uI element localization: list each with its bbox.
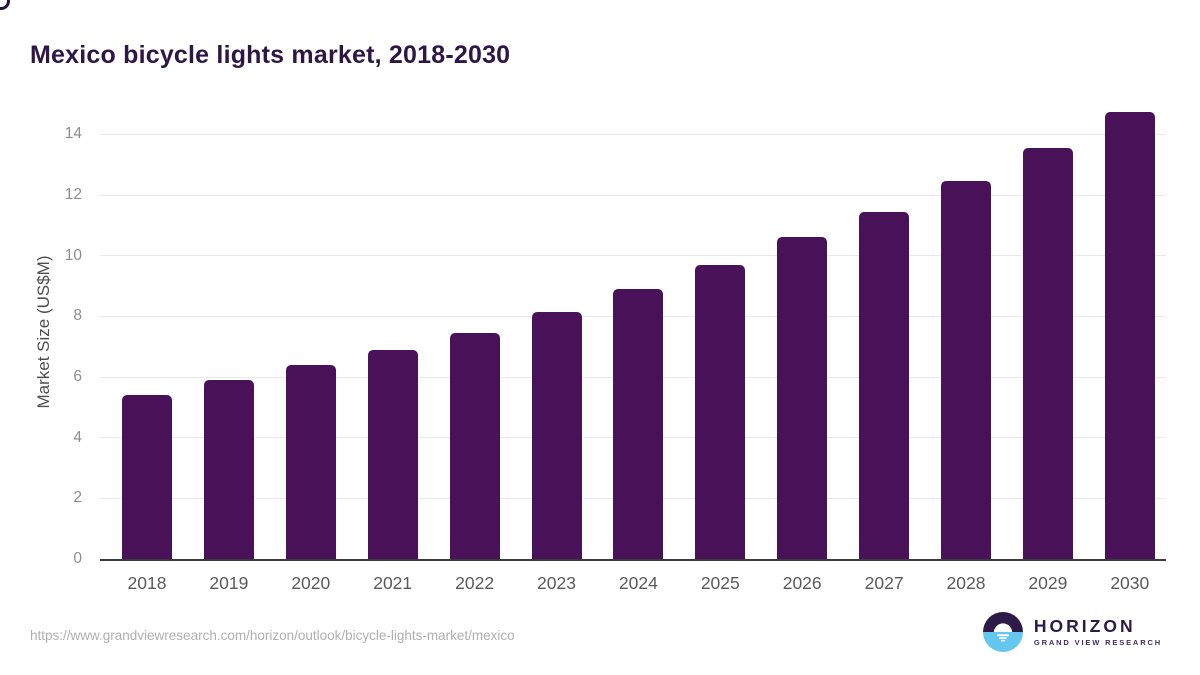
x-axis-label-2019: 2019 (209, 573, 249, 593)
bar-2026 (777, 237, 828, 559)
y-gridline-14 (100, 133, 1166, 135)
x-axis-label-2020: 2020 (291, 573, 331, 593)
logo-subtitle: GRAND VIEW RESEARCH (1033, 637, 1162, 647)
bar-2024 (613, 289, 664, 559)
x-axis-label-2023: 2023 (537, 573, 576, 593)
y-tick-label-10: 10 (64, 246, 82, 264)
bar-2021 (367, 349, 418, 559)
y-gridline-10 (100, 255, 1166, 257)
x-axis-label-2021: 2021 (373, 573, 413, 593)
bar-2019 (203, 380, 254, 559)
bar-2018 (122, 395, 172, 559)
x-axis-line (100, 559, 1166, 561)
bar-2030 (1104, 111, 1155, 559)
y-tick-label-2: 2 (73, 489, 82, 507)
y-tick-label-12: 12 (64, 186, 82, 203)
bar-2020 (285, 364, 336, 559)
logo-wordmark: HORIZON GRAND VIEW RESEARCH (1033, 616, 1162, 647)
chart-title: Mexico bicycle lights market, 2018-2030 (30, 40, 511, 69)
y-tick-label-4: 4 (73, 428, 82, 446)
bar-2022 (449, 333, 500, 559)
y-tick-label-14: 14 (64, 125, 82, 143)
bar-2023 (531, 311, 582, 559)
corner-artifact (0, 0, 10, 10)
y-tick-label-6: 6 (73, 368, 82, 385)
x-axis-label-2029: 2029 (1028, 573, 1068, 593)
bar-2028 (941, 181, 991, 559)
plot-area: 0 2 4 6 8 10 12 14 2018 2019 2020 2021 2022 2023 2024 2… (65, 104, 1166, 593)
x-axis-label-2025: 2025 (700, 573, 740, 593)
x-axis-label-2028: 2028 (946, 573, 986, 593)
bar-2025 (695, 264, 746, 559)
bar-2027 (859, 211, 910, 559)
x-axis-label-2026: 2026 (782, 573, 822, 593)
source-url: https://www.grandviewresearch.com/horizo… (30, 628, 515, 643)
horizon-logo: HORIZON GRAND VIEW RESEARCH (982, 612, 1162, 652)
x-axis-label-2027: 2027 (864, 573, 904, 593)
y-gridline-12 (100, 194, 1166, 196)
logo-name: HORIZON (1033, 616, 1136, 636)
x-axis-label-2030: 2030 (1110, 573, 1150, 593)
horizon-sun-over-water-icon (982, 612, 1023, 652)
y-tick-label-8: 8 (73, 307, 82, 325)
x-axis-label-2024: 2024 (618, 573, 658, 593)
x-axis-label-2022: 2022 (455, 573, 495, 593)
y-tick-label-0: 0 (73, 550, 82, 567)
bar-2029 (1022, 147, 1073, 559)
x-axis-label-2018: 2018 (127, 573, 167, 593)
